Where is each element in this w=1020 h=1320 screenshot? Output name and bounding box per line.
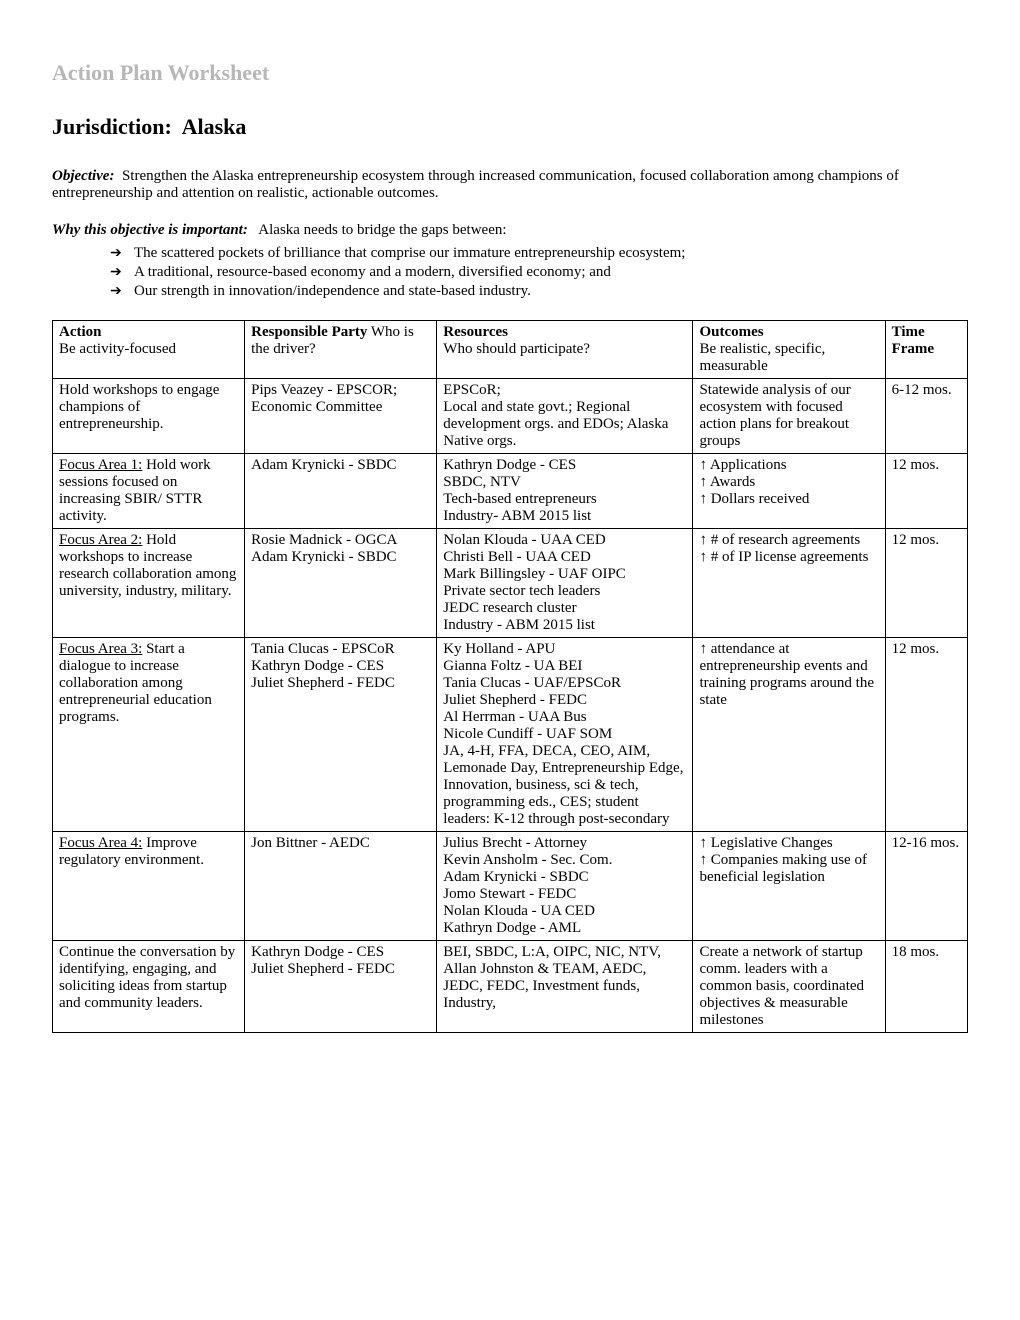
cell-outcomes: ↑ # of research agreements ↑ # of IP lic… — [693, 529, 885, 638]
cell-outcomes: Statewide analysis of our ecosystem with… — [693, 379, 885, 454]
header-action-sub: Be activity-focused — [59, 341, 176, 357]
cell-time: 12-16 mos. — [885, 832, 967, 941]
cell-time: 18 mos. — [885, 941, 967, 1033]
header-time-bold: Time Frame — [892, 324, 934, 357]
cell-action: Focus Area 1: Hold work sessions focused… — [53, 454, 245, 529]
table-row: Continue the conversation by identifying… — [53, 941, 968, 1033]
why-bullet-list: The scattered pockets of brilliance that… — [52, 245, 968, 300]
cell-time: 12 mos. — [885, 454, 967, 529]
objective-block: Objective: Strengthen the Alaska entrepr… — [52, 168, 968, 202]
cell-action: Focus Area 3: Start a dialogue to increa… — [53, 638, 245, 832]
header-resp-bold: Responsible Party — [251, 324, 367, 340]
focus-area-prefix: Focus Area 1: — [59, 457, 142, 473]
header-responsible: Responsible Party Who is the driver? — [245, 321, 437, 379]
cell-responsible: Tania Clucas - EPSCoR Kathryn Dodge - CE… — [245, 638, 437, 832]
cell-resources: EPSCoR; Local and state govt.; Regional … — [437, 379, 693, 454]
cell-time: 12 mos. — [885, 529, 967, 638]
header-resources-sub: Who should participate? — [443, 341, 590, 357]
why-intro: Alaska needs to bridge the gaps between: — [258, 222, 506, 238]
cell-responsible: Kathryn Dodge - CES Juliet Shepherd - FE… — [245, 941, 437, 1033]
cell-resources: Julius Brecht - Attorney Kevin Ansholm -… — [437, 832, 693, 941]
cell-time: 6-12 mos. — [885, 379, 967, 454]
table-row: Focus Area 2: Hold workshops to increase… — [53, 529, 968, 638]
table-row: Focus Area 1: Hold work sessions focused… — [53, 454, 968, 529]
jurisdiction-heading: Jurisdiction: Alaska — [52, 114, 968, 140]
cell-resources: Kathryn Dodge - CES SBDC, NTV Tech-based… — [437, 454, 693, 529]
jurisdiction-label: Jurisdiction: — [52, 114, 172, 139]
cell-resources: Nolan Klouda - UAA CED Christi Bell - UA… — [437, 529, 693, 638]
why-block: Why this objective is important: Alaska … — [52, 222, 968, 300]
header-resources: Resources Who should participate? — [437, 321, 693, 379]
document-title: Action Plan Worksheet — [52, 60, 968, 86]
header-time: Time Frame — [885, 321, 967, 379]
jurisdiction-value: Alaska — [182, 114, 247, 139]
cell-time: 12 mos. — [885, 638, 967, 832]
cell-resources: BEI, SBDC, L:A, OIPC, NIC, NTV, Allan Jo… — [437, 941, 693, 1033]
focus-area-prefix: Focus Area 4: — [59, 835, 142, 851]
table-row: Focus Area 3: Start a dialogue to increa… — [53, 638, 968, 832]
why-bullet: A traditional, resource-based economy an… — [110, 264, 968, 281]
table-row: Focus Area 4: Improve regulatory environ… — [53, 832, 968, 941]
cell-action: Continue the conversation by identifying… — [53, 941, 245, 1033]
header-outcomes-bold: Outcomes — [699, 324, 763, 340]
header-action-bold: Action — [59, 324, 102, 340]
table-body: Hold workshops to engage champions of en… — [53, 379, 968, 1033]
cell-responsible: Pips Veazey - EPSCOR; Economic Committee — [245, 379, 437, 454]
cell-action: Focus Area 4: Improve regulatory environ… — [53, 832, 245, 941]
table-row: Hold workshops to engage champions of en… — [53, 379, 968, 454]
cell-outcomes: ↑ Applications ↑ Awards ↑ Dollars receiv… — [693, 454, 885, 529]
focus-area-prefix: Focus Area 2: — [59, 532, 142, 548]
header-outcomes: Outcomes Be realistic, specific, measura… — [693, 321, 885, 379]
cell-outcomes: ↑ attendance at entrepreneurship events … — [693, 638, 885, 832]
header-outcomes-sub: Be realistic, specific, measurable — [699, 341, 825, 374]
why-bullet: The scattered pockets of brilliance that… — [110, 245, 968, 262]
header-resources-bold: Resources — [443, 324, 508, 340]
action-text: Continue the conversation by identifying… — [59, 944, 235, 1011]
cell-outcomes: ↑ Legislative Changes ↑ Companies making… — [693, 832, 885, 941]
action-text: Hold workshops to engage champions of en… — [59, 382, 219, 432]
cell-resources: Ky Holland - APU Gianna Foltz - UA BEI T… — [437, 638, 693, 832]
action-plan-table: Action Be activity-focused Responsible P… — [52, 320, 968, 1033]
cell-responsible: Adam Krynicki - SBDC — [245, 454, 437, 529]
cell-action: Focus Area 2: Hold workshops to increase… — [53, 529, 245, 638]
objective-label: Objective: — [52, 168, 114, 184]
cell-action: Hold workshops to engage champions of en… — [53, 379, 245, 454]
cell-responsible: Jon Bittner - AEDC — [245, 832, 437, 941]
objective-text: Strengthen the Alaska entrepreneurship e… — [52, 168, 899, 201]
cell-responsible: Rosie Madnick - OGCA Adam Krynicki - SBD… — [245, 529, 437, 638]
cell-outcomes: Create a network of startup comm. leader… — [693, 941, 885, 1033]
header-action: Action Be activity-focused — [53, 321, 245, 379]
focus-area-prefix: Focus Area 3: — [59, 641, 142, 657]
table-header-row: Action Be activity-focused Responsible P… — [53, 321, 968, 379]
why-bullet: Our strength in innovation/independence … — [110, 283, 968, 300]
why-label: Why this objective is important: — [52, 222, 248, 238]
